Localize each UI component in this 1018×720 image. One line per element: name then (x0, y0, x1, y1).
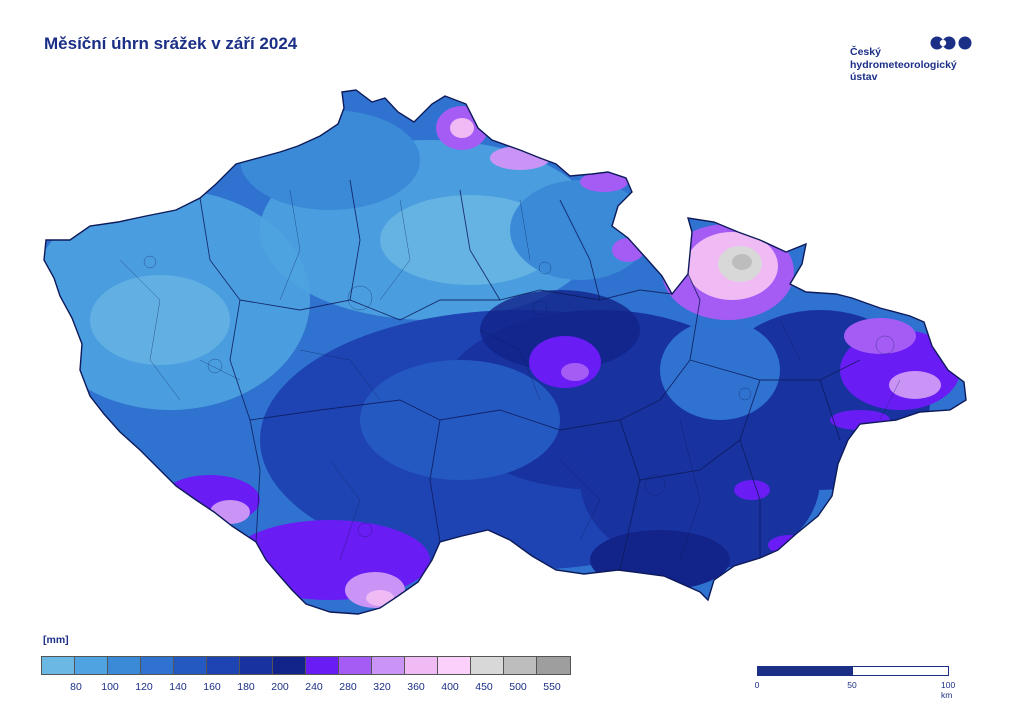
legend-swatch (75, 657, 108, 674)
legend-swatch (273, 657, 306, 674)
logo-line: Český (850, 46, 881, 58)
legend-color-bar (41, 656, 571, 675)
map-title: Měsíční úhrn srážek v září 2024 (44, 34, 298, 53)
legend-swatch (537, 657, 570, 674)
legend-label: 450 (475, 681, 493, 693)
legend-label: 80 (70, 681, 82, 693)
legend-label: 500 (509, 681, 527, 693)
logo-line: hydrometeorologický (850, 58, 957, 71)
legend-swatch (504, 657, 537, 674)
legend-swatch (306, 657, 339, 674)
legend-label: 180 (237, 681, 255, 693)
legend-label: 120 (135, 681, 153, 693)
legend-label: 240 (305, 681, 323, 693)
district-borders (119, 189, 901, 561)
legend-swatch (174, 657, 207, 674)
legend-swatch (405, 657, 438, 674)
scale-label: 50 (847, 680, 857, 690)
legend-labels: 80 100 120 140 160 180 200 240 280 320 3… (41, 681, 601, 695)
legend-swatch (207, 657, 240, 674)
logo-line: ústav (850, 71, 878, 83)
precipitation-field (44, 90, 966, 614)
legend-swatch (471, 657, 504, 674)
scale-bar (757, 666, 949, 676)
legend-swatch (108, 657, 141, 674)
legend-label: 360 (407, 681, 425, 693)
legend-swatch (240, 657, 273, 674)
legend-label: 320 (373, 681, 391, 693)
logo-mark-icon (930, 36, 972, 50)
legend-swatch (438, 657, 471, 674)
scale-bar-segment (758, 667, 853, 675)
legend-swatch (141, 657, 174, 674)
legend-label: 160 (203, 681, 221, 693)
region-borders (199, 179, 861, 571)
legend-label: 550 (543, 681, 561, 693)
legend-label: 140 (169, 681, 187, 693)
legend-label: 200 (271, 681, 289, 693)
scale-labels: 0 50 100 km (754, 680, 977, 700)
scale-label: 100 km (941, 680, 956, 700)
legend-label: 400 (441, 681, 459, 693)
legend-label: 280 (339, 681, 357, 693)
legend-label: 100 (101, 681, 119, 693)
scale-label: 0 (754, 680, 760, 690)
legend-unit: [mm] (43, 634, 69, 646)
legend-swatch (339, 657, 372, 674)
logo-text: Český hydrometeorologický ústav (850, 46, 957, 84)
legend-swatch (42, 657, 75, 674)
legend-swatch (372, 657, 405, 674)
